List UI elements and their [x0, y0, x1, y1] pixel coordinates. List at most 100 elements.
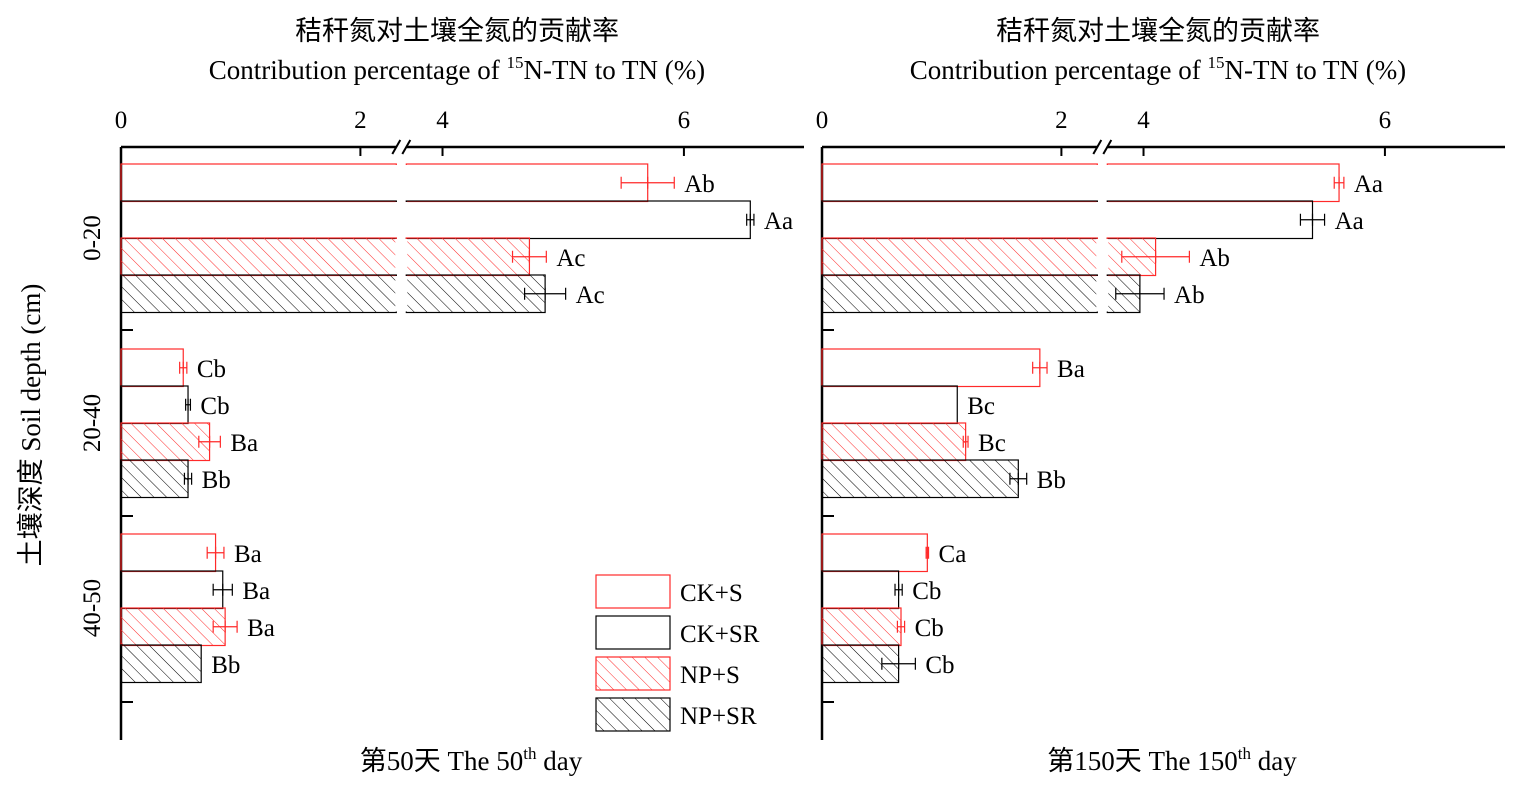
x-tick-label: 6	[1379, 107, 1392, 134]
x-tick-label: 2	[1055, 107, 1068, 134]
bar	[821, 459, 1019, 499]
legend-label: CK+S	[680, 580, 743, 607]
bar	[120, 607, 226, 647]
axis-break-mark	[391, 139, 402, 155]
x-tick-label: 0	[115, 107, 128, 134]
legend: CK+S CK+SR NP+S NP+SR	[595, 574, 760, 732]
significance-label: Ab	[1199, 245, 1230, 272]
bar	[120, 570, 224, 610]
y-axis-label: 土壤深度 Soil depth (cm)	[16, 284, 46, 567]
legend-swatch	[595, 615, 671, 650]
bar-segment	[120, 163, 397, 203]
significance-label: Bb	[211, 652, 240, 679]
axis-break-mark	[1102, 139, 1113, 155]
axis-break-mark	[1092, 139, 1103, 155]
axis-break-mark	[401, 139, 412, 155]
significance-label: Aa	[764, 208, 793, 235]
bar-segment	[405, 274, 546, 314]
panel-title-cn: 秸秆氮对土壤全氮的贡献率	[996, 16, 1320, 46]
footer-post: day	[536, 746, 582, 776]
depth-label: 0-20	[79, 215, 106, 261]
significance-label: Aa	[1335, 208, 1364, 235]
bar	[120, 533, 217, 573]
footer-superscript: th	[1238, 744, 1252, 763]
title-en-post: N-TN to TN (%)	[523, 55, 705, 85]
significance-label: Ca	[939, 541, 967, 568]
significance-label: Ac	[556, 245, 585, 272]
legend-label: CK+SR	[680, 621, 760, 648]
significance-label: Ba	[247, 615, 275, 642]
significance-label: Ab	[1174, 282, 1205, 309]
depth-label: 20-40	[79, 394, 106, 452]
legend-swatch	[595, 656, 671, 691]
significance-label: Cb	[915, 615, 944, 642]
bar-segment	[1106, 163, 1340, 203]
bar	[821, 570, 900, 610]
significance-label: Ba	[1057, 356, 1085, 383]
bar-segment	[1106, 200, 1314, 240]
bar	[120, 348, 184, 388]
bar	[120, 459, 189, 499]
legend-swatch	[595, 697, 671, 732]
panels: 秸秆氮对土壤全氮的贡献率 Contribution percentage of 1…	[79, 16, 1505, 776]
bar-segment	[821, 200, 1098, 240]
x-tick-label: 4	[1137, 107, 1150, 134]
bar	[120, 422, 211, 462]
panel-title-en: Contribution percentage of 15N-TN to TN …	[209, 53, 705, 85]
significance-label: Bc	[967, 393, 995, 420]
footer-cn: 第50天	[360, 746, 441, 776]
footer-pre: The 50	[441, 746, 523, 776]
bar	[120, 385, 189, 425]
significance-label: Cb	[200, 393, 229, 420]
significance-label: Ba	[230, 430, 258, 457]
bar	[821, 422, 967, 462]
bar-segment	[120, 200, 397, 240]
panel-footer: 第50天 The 50th day	[360, 744, 583, 776]
title-superscript: 15	[506, 53, 523, 72]
bar-segment	[821, 274, 1098, 314]
significance-label: Cb	[925, 652, 954, 679]
bar-segment	[405, 200, 751, 240]
footer-post: day	[1251, 746, 1297, 776]
significance-label: Aa	[1354, 171, 1383, 198]
panel-footer: 第150天 The 150th day	[1047, 744, 1297, 776]
bar-segment	[120, 237, 397, 277]
bar	[821, 607, 902, 647]
title-superscript: 15	[1207, 53, 1224, 72]
bar	[120, 644, 202, 684]
footer-superscript: th	[523, 744, 537, 763]
depth-label: 40-50	[79, 579, 106, 637]
bar-segment	[821, 163, 1098, 203]
significance-label: Bb	[202, 467, 231, 494]
legend-swatch	[595, 574, 671, 609]
panel-1: 秸秆氮对土壤全氮的贡献率 Contribution percentage of 1…	[79, 16, 804, 776]
significance-label: Bb	[1037, 467, 1066, 494]
significance-label: Ba	[242, 578, 270, 605]
significance-label: Cb	[197, 356, 226, 383]
x-tick-label: 2	[354, 107, 367, 134]
title-en-post: N-TN to TN (%)	[1224, 55, 1406, 85]
panel-title-en: Contribution percentage of 15N-TN to TN …	[910, 53, 1406, 85]
significance-label: Ac	[576, 282, 605, 309]
title-en-pre: Contribution percentage of	[910, 55, 1208, 85]
footer-cn: 第150天	[1047, 746, 1142, 776]
bar-segment	[405, 237, 531, 277]
x-tick-label: 6	[678, 107, 691, 134]
bar	[821, 533, 928, 573]
significance-label: Ab	[684, 171, 715, 198]
x-tick-label: 0	[816, 107, 829, 134]
significance-label: Ba	[234, 541, 262, 568]
panel-title-cn: 秸秆氮对土壤全氮的贡献率	[295, 16, 619, 46]
panel-2: 秸秆氮对土壤全氮的贡献率 Contribution percentage of 1…	[816, 16, 1505, 776]
significance-label: Bc	[978, 430, 1006, 457]
legend-label: NP+S	[680, 662, 740, 689]
title-en-pre: Contribution percentage of	[209, 55, 507, 85]
bar-segment	[821, 237, 1098, 277]
footer-pre: The 150	[1142, 746, 1238, 776]
bar	[821, 348, 1041, 388]
bar-segment	[405, 163, 649, 203]
bar-segment	[120, 274, 397, 314]
x-tick-label: 4	[436, 107, 449, 134]
significance-label: Cb	[912, 578, 941, 605]
